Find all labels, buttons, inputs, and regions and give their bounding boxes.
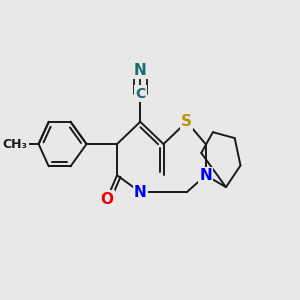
Text: N: N bbox=[134, 185, 147, 200]
Text: N: N bbox=[134, 63, 147, 78]
Text: CH₃: CH₃ bbox=[3, 138, 28, 151]
Text: C: C bbox=[135, 86, 146, 100]
Text: S: S bbox=[181, 114, 192, 129]
Text: N: N bbox=[199, 168, 212, 183]
Text: O: O bbox=[100, 191, 113, 206]
